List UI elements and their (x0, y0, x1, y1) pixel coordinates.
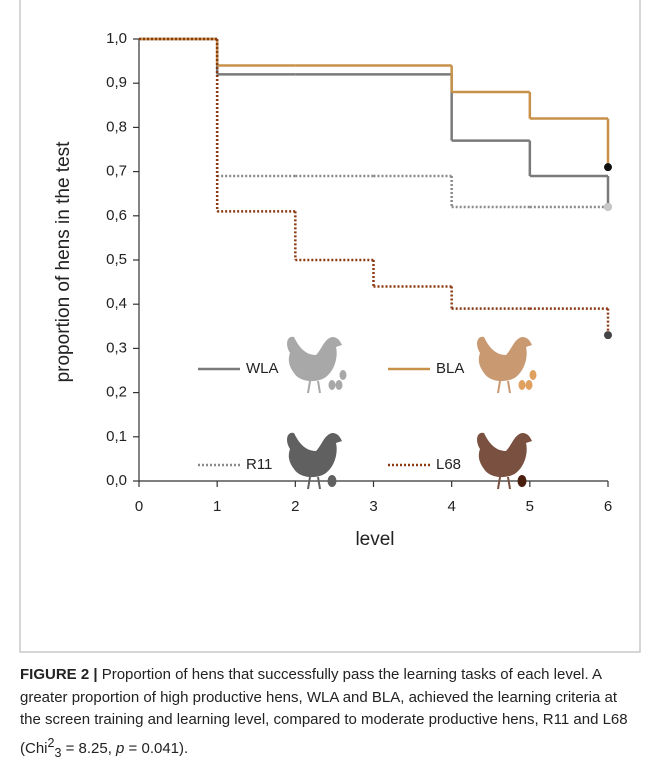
hen-leg (308, 477, 310, 489)
chart: level proportion of hens in the test 0,0… (0, 0, 659, 660)
x-tick-label: 0 (135, 498, 143, 515)
page: {"chart_data": {"type": "step", "xlabel"… (0, 0, 659, 752)
y-tick-label: 0,8 (106, 118, 127, 135)
caption: FIGURE 2 | Proportion of hens that succe… (20, 664, 642, 764)
x-tick-label: 3 (369, 498, 377, 515)
legend-label: R11 (246, 456, 272, 473)
legend-label: BLA (436, 360, 464, 377)
y-tick-label: 0,6 (106, 207, 127, 224)
legend-label: L68 (436, 456, 461, 473)
caption-text: = 8.25, (61, 740, 116, 757)
hen-icon (477, 337, 536, 393)
end-marker (604, 331, 612, 339)
egg (336, 380, 343, 390)
y-tick-label: 0,5 (106, 251, 127, 268)
caption-text: = 0.041). (124, 740, 188, 757)
hen-leg (508, 477, 510, 489)
y-tick-label: 0,9 (106, 74, 127, 91)
end-marker (604, 163, 612, 171)
y-tick-label: 0,1 (106, 428, 127, 445)
legend-label: WLA (246, 360, 279, 377)
x-tick-label: 6 (604, 498, 612, 515)
hen-leg (498, 381, 500, 393)
egg (328, 475, 337, 487)
y-tick-label: 0,0 (106, 472, 127, 489)
hen-icon (287, 337, 346, 393)
hen-leg (308, 381, 310, 393)
egg (526, 380, 533, 390)
egg (519, 380, 526, 390)
hen-body (287, 337, 342, 381)
hen-leg (498, 477, 500, 489)
x-tick-label: 1 (213, 498, 221, 515)
egg (340, 370, 347, 380)
y-tick-label: 0,7 (106, 163, 127, 180)
hen-leg (318, 381, 320, 393)
x-tick-label: 4 (447, 498, 455, 515)
y-axis-label: proportion of hens in the test (53, 141, 74, 383)
caption-label: FIGURE 2 | (20, 666, 98, 683)
egg (530, 370, 537, 380)
figure-frame (20, 0, 640, 652)
y-tick-label: 1,0 (106, 30, 127, 47)
hen-body (477, 433, 532, 477)
y-tick-label: 0,4 (106, 295, 127, 312)
y-tick-label: 0,3 (106, 339, 127, 356)
hen-body (477, 337, 532, 381)
hen-leg (318, 477, 320, 489)
hen-leg (508, 381, 510, 393)
x-tick-label: 5 (526, 498, 534, 515)
y-tick-label: 0,2 (106, 384, 127, 401)
hen-body (287, 433, 342, 477)
egg (518, 475, 527, 487)
x-tick-label: 2 (291, 498, 299, 515)
x-axis-label: level (355, 529, 394, 550)
egg (329, 380, 336, 390)
end-marker (604, 203, 612, 211)
